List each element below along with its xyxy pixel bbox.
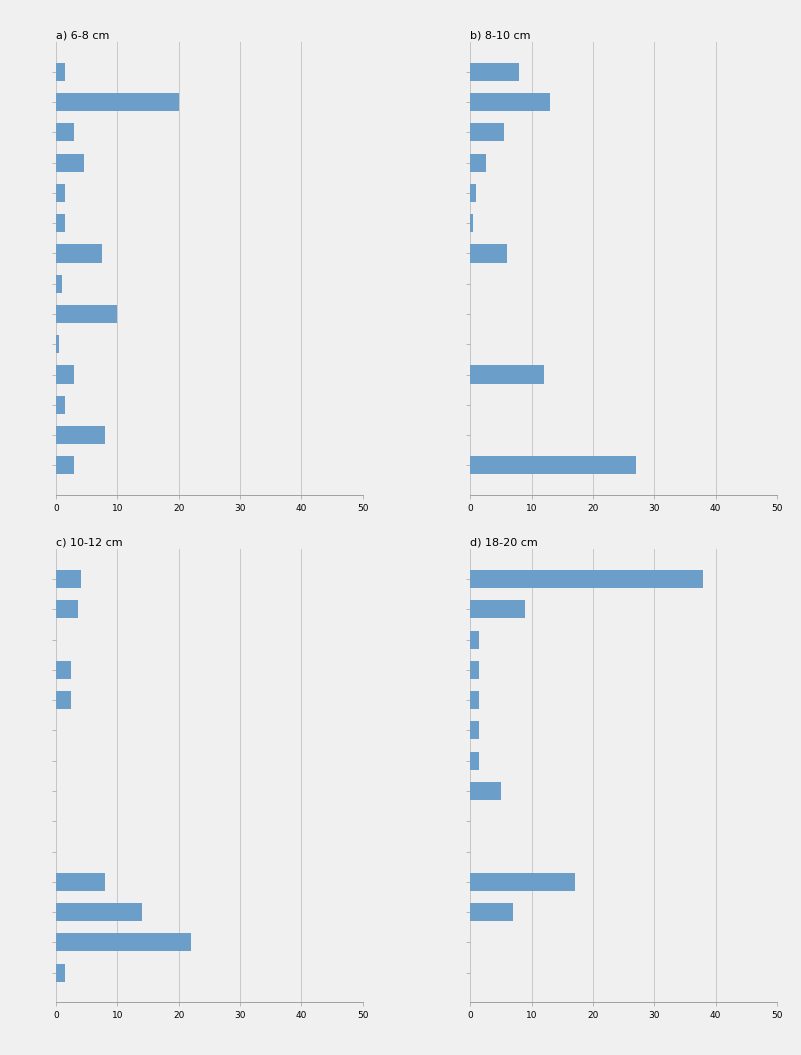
- Bar: [56, 123, 74, 141]
- Bar: [470, 214, 473, 232]
- Bar: [470, 245, 507, 263]
- Bar: [470, 154, 485, 172]
- Bar: [56, 365, 74, 384]
- Bar: [56, 305, 118, 323]
- Bar: [56, 963, 65, 981]
- Bar: [470, 631, 480, 649]
- Bar: [470, 722, 480, 740]
- Bar: [56, 903, 142, 921]
- Bar: [470, 782, 501, 800]
- Bar: [56, 63, 65, 81]
- Bar: [56, 154, 83, 172]
- Bar: [56, 426, 105, 444]
- Bar: [56, 93, 179, 111]
- Text: c) 10-12 cm: c) 10-12 cm: [56, 537, 123, 548]
- Bar: [470, 184, 477, 202]
- Bar: [56, 691, 71, 709]
- Bar: [56, 570, 81, 588]
- Bar: [470, 751, 480, 770]
- Text: d) 18-20 cm: d) 18-20 cm: [470, 537, 538, 548]
- Text: b) 8-10 cm: b) 8-10 cm: [470, 30, 531, 40]
- Bar: [470, 903, 513, 921]
- Bar: [470, 570, 703, 588]
- Bar: [56, 245, 102, 263]
- Bar: [470, 93, 550, 111]
- Bar: [470, 691, 480, 709]
- Bar: [56, 660, 71, 679]
- Bar: [56, 214, 65, 232]
- Bar: [56, 396, 65, 414]
- Bar: [470, 123, 504, 141]
- Bar: [470, 872, 574, 890]
- Bar: [56, 872, 105, 890]
- Bar: [470, 660, 480, 679]
- Bar: [56, 184, 65, 202]
- Bar: [56, 457, 74, 475]
- Bar: [470, 600, 525, 618]
- Bar: [56, 335, 59, 353]
- Bar: [470, 63, 519, 81]
- Bar: [56, 274, 62, 293]
- Bar: [56, 600, 78, 618]
- Bar: [470, 365, 544, 384]
- Bar: [470, 457, 636, 475]
- Bar: [56, 934, 191, 952]
- Text: a) 6-8 cm: a) 6-8 cm: [56, 30, 110, 40]
